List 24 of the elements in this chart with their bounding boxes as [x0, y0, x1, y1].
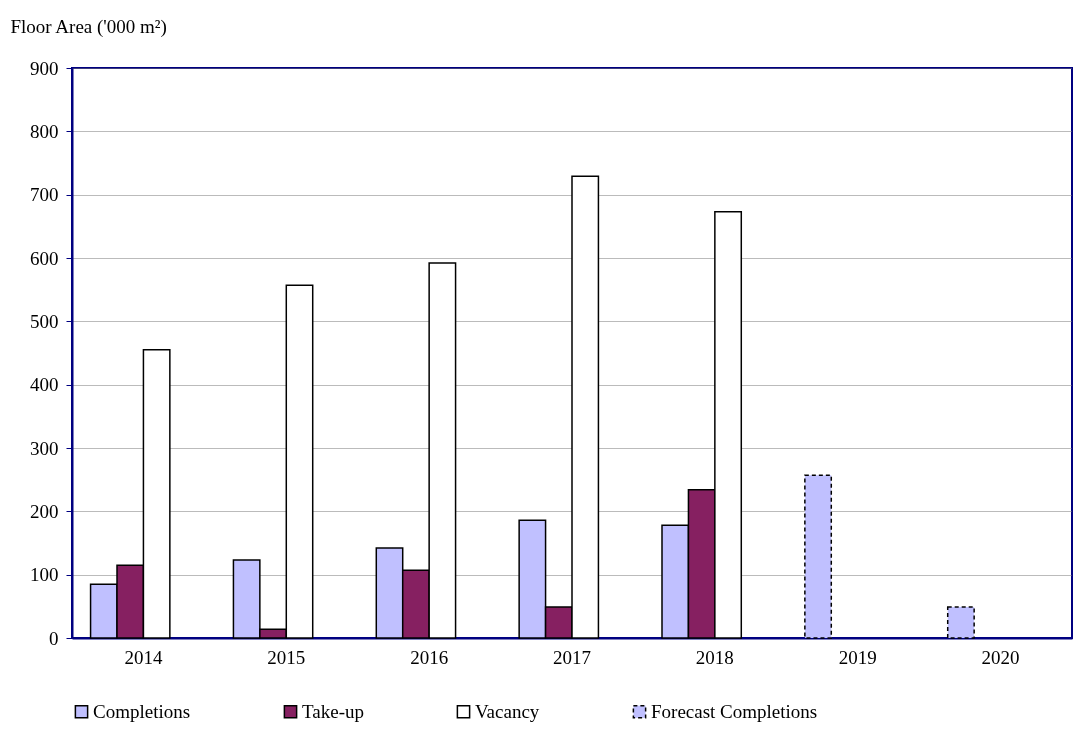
- bar: [804, 474, 833, 639]
- legend-label: Vacancy: [475, 700, 540, 722]
- y-tick-label: 700: [30, 184, 59, 206]
- y-tick-label: 600: [30, 247, 59, 269]
- x-tick-label: 2020: [981, 646, 1020, 668]
- y-tick-label: 200: [30, 500, 59, 522]
- x-tick-label: 2017: [553, 646, 591, 668]
- legend-label: Forecast Completions: [651, 700, 818, 722]
- x-tick-label: 2015: [267, 646, 306, 668]
- x-tick-label: 2016: [410, 646, 449, 668]
- bar: [946, 606, 975, 639]
- legend-label: Completions: [93, 700, 191, 722]
- y-tick-label: 100: [30, 564, 59, 586]
- y-tick-label: 500: [30, 310, 59, 332]
- x-tick-label: 2018: [695, 646, 734, 668]
- y-tick-label: 800: [30, 120, 59, 142]
- y-tick-label: 900: [30, 57, 59, 79]
- y-tick-label: 400: [30, 374, 59, 396]
- x-tick-label: 2014: [124, 646, 163, 668]
- y-tick-label: 300: [30, 437, 59, 459]
- y-tick-label: 0: [49, 627, 59, 649]
- x-tick-label: 2019: [838, 646, 877, 668]
- y-axis-title: Floor Area ('000 m²): [10, 15, 167, 38]
- legend-label: Take-up: [302, 700, 364, 722]
